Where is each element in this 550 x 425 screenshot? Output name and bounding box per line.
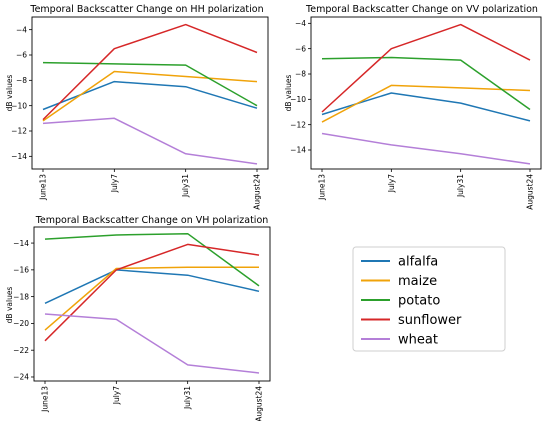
chart-vv-ytick-label: −6 bbox=[295, 44, 306, 53]
chart-vh-ytick-label: −22 bbox=[13, 346, 29, 355]
chart-vv-xtick-label: August24 bbox=[526, 174, 535, 210]
legend-box bbox=[352, 246, 506, 352]
chart-vv: Temporal Backscatter Change on VV polari… bbox=[284, 4, 542, 210]
chart-vv-xticks: June13 July7 July31 August24 bbox=[318, 169, 535, 210]
chart-vv-xtick-label: June13 bbox=[318, 174, 327, 201]
chart-hh-series bbox=[42, 23, 258, 165]
legend: alfalfa maize potato sunflower wheat bbox=[352, 246, 506, 352]
chart-vv-series-wheat bbox=[321, 132, 531, 165]
chart-vh-ytick-label: −14 bbox=[13, 239, 29, 248]
chart-vv-series-potato bbox=[321, 56, 531, 111]
legend-label-wheat: wheat bbox=[398, 333, 438, 348]
chart-vv-ytick-label: −10 bbox=[290, 95, 306, 104]
chart-vh-series bbox=[44, 232, 260, 374]
chart-vh-ylabel: dB values bbox=[5, 287, 14, 324]
chart-vh-series-alfalfa bbox=[44, 269, 260, 304]
chart-vv-ylabel: dB values bbox=[284, 75, 293, 112]
chart-hh-series-sunflower bbox=[42, 23, 258, 121]
chart-vv-ytick-label: −4 bbox=[295, 19, 306, 28]
chart-vv-series bbox=[321, 23, 531, 165]
chart-hh-ytick-label: −14 bbox=[11, 152, 27, 161]
chart-vv-ytick-label: −8 bbox=[295, 70, 306, 79]
chart-vv-xtick-label: July7 bbox=[387, 174, 396, 193]
chart-vh-xtick-label: July7 bbox=[112, 386, 121, 405]
chart-vh-xtick-label: August24 bbox=[255, 386, 264, 421]
chart-hh-xtick-label: July7 bbox=[110, 174, 119, 193]
chart-vv-series-sunflower bbox=[321, 23, 531, 113]
chart-vh-xtick-label: July31 bbox=[183, 386, 192, 410]
chart-vh-title: Temporal Backscatter Change on VH polari… bbox=[35, 215, 269, 226]
chart-vh-series-maize bbox=[44, 266, 259, 331]
chart-vh-axes bbox=[33, 226, 271, 382]
chart-vh-series-potato bbox=[44, 232, 260, 287]
chart-hh-ytick-label: −4 bbox=[16, 25, 27, 34]
chart-hh-series-potato bbox=[42, 61, 258, 107]
legend-label-sunflower: sunflower bbox=[398, 313, 462, 328]
chart-hh-xtick-label: August24 bbox=[253, 174, 262, 210]
chart-vh-xtick-label: June13 bbox=[41, 386, 50, 413]
chart-hh-ytick-label: −6 bbox=[16, 51, 27, 60]
chart-vv-xtick-label: July31 bbox=[456, 174, 465, 198]
chart-vh-series-wheat bbox=[44, 313, 260, 374]
chart-hh-ytick-label: −12 bbox=[11, 127, 27, 136]
chart-vv-series-maize bbox=[321, 84, 531, 123]
chart-vh-xticks: June13 July7 July31 August24 bbox=[41, 381, 264, 422]
chart-vv-axes bbox=[310, 16, 542, 170]
chart-vh-ytick-label: −18 bbox=[13, 292, 29, 301]
chart-hh-xticks: June13 July7 July31 August24 bbox=[39, 169, 262, 210]
chart-hh-series-alfalfa bbox=[42, 80, 258, 111]
chart-vh-ytick-label: −20 bbox=[13, 319, 29, 328]
chart-hh-ytick-label: −10 bbox=[11, 101, 27, 110]
chart-hh-ytick-label: −8 bbox=[16, 76, 27, 85]
chart-hh-yticks: −4 −6 −8 −10 −12 −14 bbox=[11, 25, 32, 161]
chart-vh: Temporal Backscatter Change on VH polari… bbox=[5, 215, 271, 422]
chart-hh-xtick-label: June13 bbox=[39, 174, 48, 201]
chart-vv-yticks: −4 −6 −8 −10 −12 −14 bbox=[290, 19, 311, 155]
legend-label-alfalfa: alfalfa bbox=[398, 255, 438, 270]
chart-vv-ytick-label: −12 bbox=[290, 120, 306, 129]
chart-hh-axes bbox=[31, 16, 269, 170]
chart-hh: Temporal Backscatter Change on HH polari… bbox=[5, 4, 269, 210]
legend-label-potato: potato bbox=[398, 294, 440, 309]
chart-vv-ytick-label: −14 bbox=[290, 146, 306, 155]
chart-vh-ytick-label: −16 bbox=[13, 266, 29, 275]
legend-items: alfalfa maize potato sunflower wheat bbox=[361, 255, 462, 348]
chart-hh-xtick-label: July31 bbox=[181, 174, 190, 198]
chart-vh-series-sunflower bbox=[44, 243, 260, 342]
chart-vh-yticks: −14 −16 −18 −20 −22 −24 bbox=[13, 239, 34, 382]
chart-vh-ytick-label: −24 bbox=[13, 373, 29, 382]
chart-hh-title: Temporal Backscatter Change on HH polari… bbox=[29, 4, 263, 15]
chart-vv-series-alfalfa bbox=[321, 92, 531, 122]
chart-hh-series-maize bbox=[42, 70, 258, 122]
legend-label-maize: maize bbox=[398, 274, 437, 289]
chart-hh-series-wheat bbox=[42, 117, 258, 165]
chart-vv-title: Temporal Backscatter Change on VV polari… bbox=[305, 4, 538, 15]
chart-hh-ylabel: dB values bbox=[5, 75, 14, 112]
